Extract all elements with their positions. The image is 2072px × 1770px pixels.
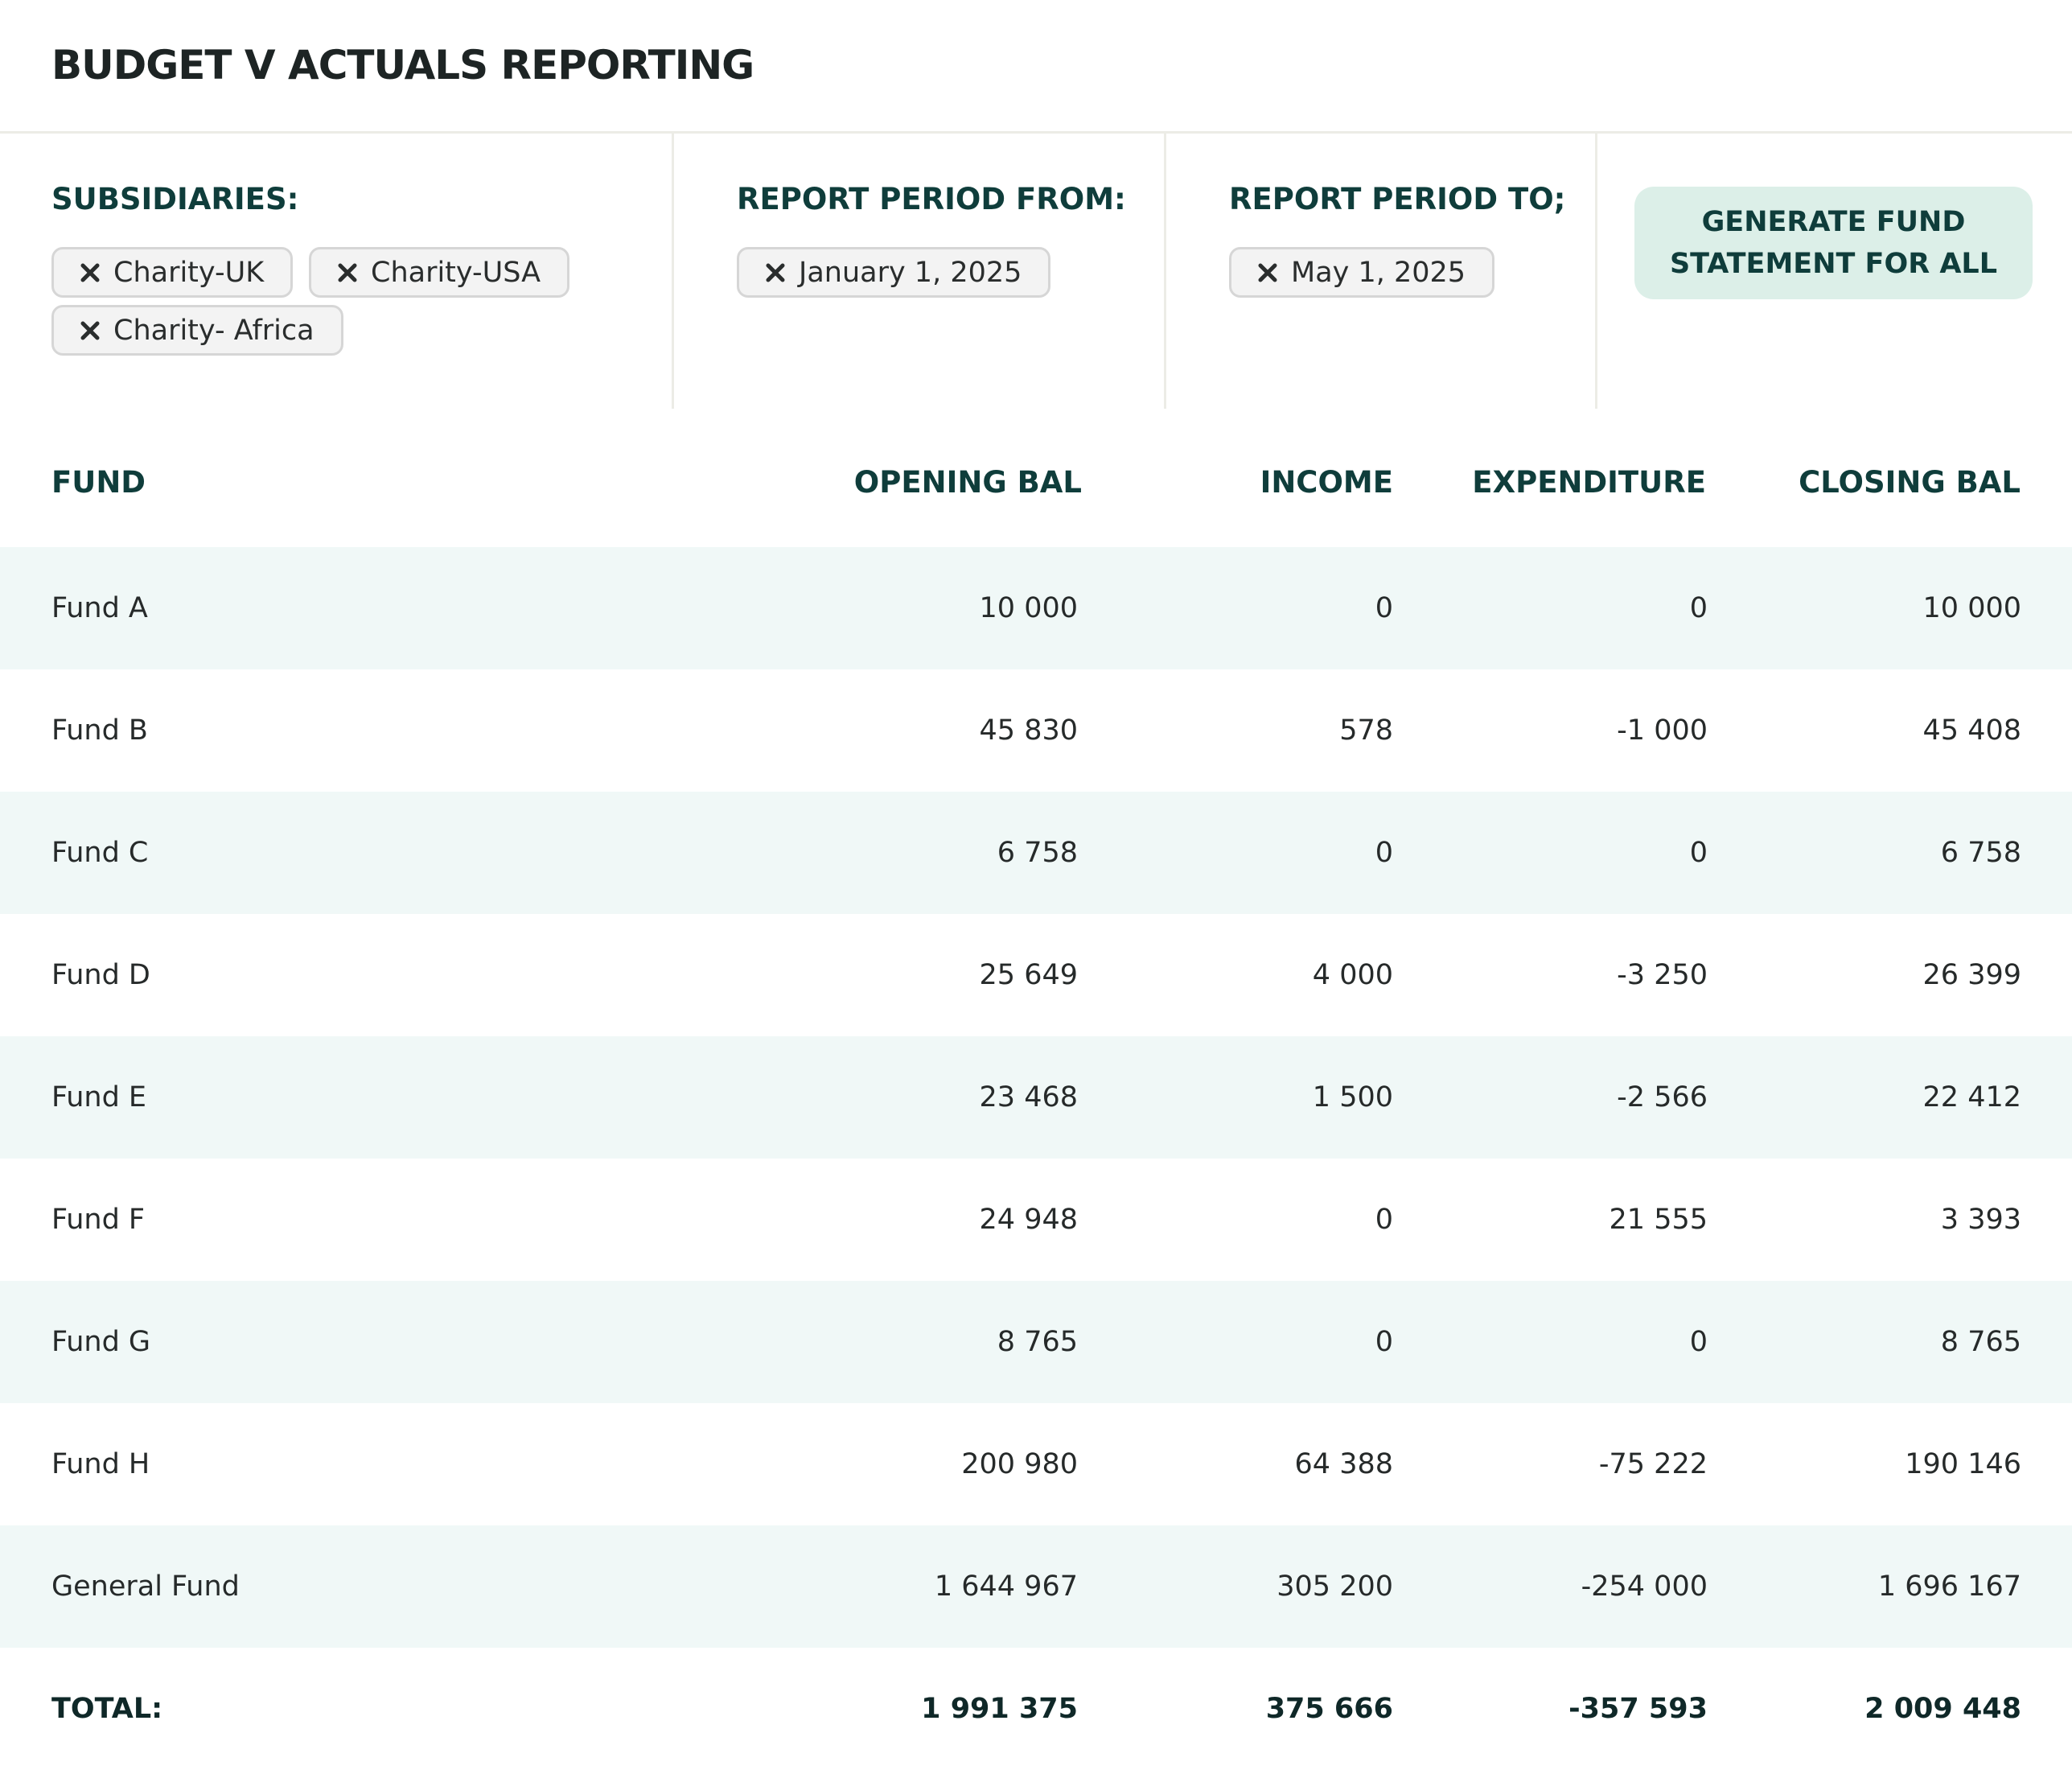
- table-header: FUND OPENING BAL INCOME EXPENDITURE CLOS…: [0, 409, 2072, 547]
- total-closing-cell: 2 009 448: [1864, 1693, 2021, 1725]
- fund-name-cell: Fund C: [51, 837, 149, 869]
- subsidiaries-filter: SUBSIDIARIES: Charity-UK Charity-USA Cha…: [0, 134, 672, 409]
- fund-name-cell: Fund E: [51, 1081, 147, 1113]
- opening-bal-cell: 23 468: [979, 1081, 1078, 1113]
- subsidiaries-label: SUBSIDIARIES:: [51, 182, 299, 216]
- table-row[interactable]: Fund G 8 765 0 0 8 765: [0, 1281, 2072, 1403]
- income-cell: 578: [1339, 714, 1393, 747]
- period-to-label: REPORT PERIOD TO;: [1229, 182, 1566, 216]
- closing-bal-cell: 190 146: [1905, 1448, 2021, 1480]
- expenditure-cell: 21 555: [1609, 1204, 1708, 1236]
- opening-bal-cell: 6 758: [997, 837, 1078, 869]
- opening-bal-cell: 24 948: [979, 1204, 1078, 1236]
- filter-divider: [1164, 134, 1166, 409]
- table-row[interactable]: Fund A 10 000 0 0 10 000: [0, 547, 2072, 669]
- opening-bal-cell: 1 644 967: [934, 1570, 1078, 1603]
- generate-fund-statement-button[interactable]: GENERATE FUND STATEMENT FOR ALL: [1634, 187, 2033, 299]
- closing-bal-cell: 10 000: [1922, 592, 2021, 624]
- subsidiary-chip-label: Charity- Africa: [113, 314, 314, 347]
- expenditure-cell: -2 566: [1617, 1081, 1708, 1113]
- opening-bal-cell: 45 830: [979, 714, 1078, 747]
- column-header-opening[interactable]: OPENING BAL: [853, 465, 1082, 500]
- remove-chip-icon[interactable]: [80, 320, 101, 341]
- income-cell: 0: [1375, 592, 1393, 624]
- expenditure-cell: 0: [1689, 592, 1708, 624]
- table-body: Fund A 10 000 0 0 10 000 Fund B 45 830 5…: [0, 547, 2072, 1770]
- subsidiary-chip-africa[interactable]: Charity- Africa: [51, 305, 343, 356]
- column-header-expenditure[interactable]: EXPENDITURE: [1472, 465, 1706, 500]
- table-row[interactable]: Fund D 25 649 4 000 -3 250 26 399: [0, 914, 2072, 1036]
- period-from-label: REPORT PERIOD FROM:: [737, 182, 1126, 216]
- income-cell: 1 500: [1312, 1081, 1393, 1113]
- income-cell: 0: [1375, 837, 1393, 869]
- period-to-filter: REPORT PERIOD TO; May 1, 2025: [1166, 134, 1595, 409]
- opening-bal-cell: 8 765: [997, 1326, 1078, 1358]
- period-to-value: May 1, 2025: [1291, 256, 1466, 289]
- column-header-closing[interactable]: CLOSING BAL: [1799, 465, 2021, 500]
- total-label: TOTAL:: [51, 1693, 163, 1725]
- fund-name-cell: Fund H: [51, 1448, 150, 1480]
- subsidiary-chip-label: Charity-UK: [113, 256, 265, 289]
- expenditure-cell: 0: [1689, 1326, 1708, 1358]
- closing-bal-cell: 22 412: [1922, 1081, 2021, 1113]
- income-cell: 0: [1375, 1204, 1393, 1236]
- income-cell: 305 200: [1276, 1570, 1393, 1603]
- generate-button-line1: GENERATE FUND: [1701, 206, 1966, 238]
- subsidiary-chip-label: Charity-USA: [371, 256, 541, 289]
- table-row[interactable]: Fund B 45 830 578 -1 000 45 408: [0, 669, 2072, 792]
- period-from-chip[interactable]: January 1, 2025: [737, 247, 1051, 298]
- closing-bal-cell: 3 393: [1940, 1204, 2021, 1236]
- closing-bal-cell: 6 758: [1940, 837, 2021, 869]
- remove-chip-icon[interactable]: [1257, 262, 1278, 283]
- period-from-filter: REPORT PERIOD FROM: January 1, 2025: [674, 134, 1165, 409]
- total-row: TOTAL: 1 991 375 375 666 -357 593 2 009 …: [0, 1648, 2072, 1770]
- income-cell: 0: [1375, 1326, 1393, 1358]
- closing-bal-cell: 26 399: [1922, 959, 2021, 991]
- fund-name-cell: Fund D: [51, 959, 150, 991]
- table-row[interactable]: Fund C 6 758 0 0 6 758: [0, 792, 2072, 914]
- table-row[interactable]: Fund E 23 468 1 500 -2 566 22 412: [0, 1036, 2072, 1159]
- total-expenditure-cell: -357 593: [1568, 1693, 1708, 1725]
- filter-panel: SUBSIDIARIES: Charity-UK Charity-USA Cha…: [0, 134, 2072, 409]
- column-header-income[interactable]: INCOME: [1260, 465, 1393, 500]
- expenditure-cell: -1 000: [1617, 714, 1708, 747]
- table-row[interactable]: Fund F 24 948 0 21 555 3 393: [0, 1159, 2072, 1281]
- expenditure-cell: -254 000: [1581, 1570, 1708, 1603]
- fund-name-cell: General Fund: [51, 1570, 240, 1603]
- fund-name-cell: Fund F: [51, 1204, 146, 1236]
- expenditure-cell: 0: [1689, 837, 1708, 869]
- fund-name-cell: Fund A: [51, 592, 148, 624]
- opening-bal-cell: 25 649: [979, 959, 1078, 991]
- opening-bal-cell: 10 000: [979, 592, 1078, 624]
- page-title: BUDGET V ACTUALS REPORTING: [51, 42, 754, 88]
- fund-table: FUND OPENING BAL INCOME EXPENDITURE CLOS…: [0, 409, 2072, 1770]
- filter-divider: [1595, 134, 1597, 409]
- fund-name-cell: Fund B: [51, 714, 148, 747]
- subsidiary-chip-usa[interactable]: Charity-USA: [309, 247, 570, 298]
- period-from-value: January 1, 2025: [799, 256, 1022, 289]
- income-cell: 4 000: [1312, 959, 1393, 991]
- remove-chip-icon[interactable]: [80, 262, 101, 283]
- generate-button-line2: STATEMENT FOR ALL: [1669, 248, 1998, 280]
- expenditure-cell: -3 250: [1617, 959, 1708, 991]
- remove-chip-icon[interactable]: [765, 262, 786, 283]
- closing-bal-cell: 45 408: [1922, 714, 2021, 747]
- closing-bal-cell: 8 765: [1940, 1326, 2021, 1358]
- subsidiary-chip-uk[interactable]: Charity-UK: [51, 247, 294, 298]
- total-income-cell: 375 666: [1265, 1693, 1393, 1725]
- table-row[interactable]: Fund H 200 980 64 388 -75 222 190 146: [0, 1403, 2072, 1525]
- filter-divider: [672, 134, 674, 409]
- remove-chip-icon[interactable]: [337, 262, 358, 283]
- period-to-chip[interactable]: May 1, 2025: [1229, 247, 1495, 298]
- header-bar: BUDGET V ACTUALS REPORTING: [0, 0, 2072, 134]
- closing-bal-cell: 1 696 167: [1877, 1570, 2021, 1603]
- expenditure-cell: -75 222: [1598, 1448, 1708, 1480]
- total-opening-cell: 1 991 375: [921, 1693, 1078, 1725]
- table-row[interactable]: General Fund 1 644 967 305 200 -254 000 …: [0, 1525, 2072, 1648]
- column-header-fund[interactable]: FUND: [51, 465, 146, 500]
- income-cell: 64 388: [1294, 1448, 1393, 1480]
- opening-bal-cell: 200 980: [961, 1448, 1078, 1480]
- fund-name-cell: Fund G: [51, 1326, 151, 1358]
